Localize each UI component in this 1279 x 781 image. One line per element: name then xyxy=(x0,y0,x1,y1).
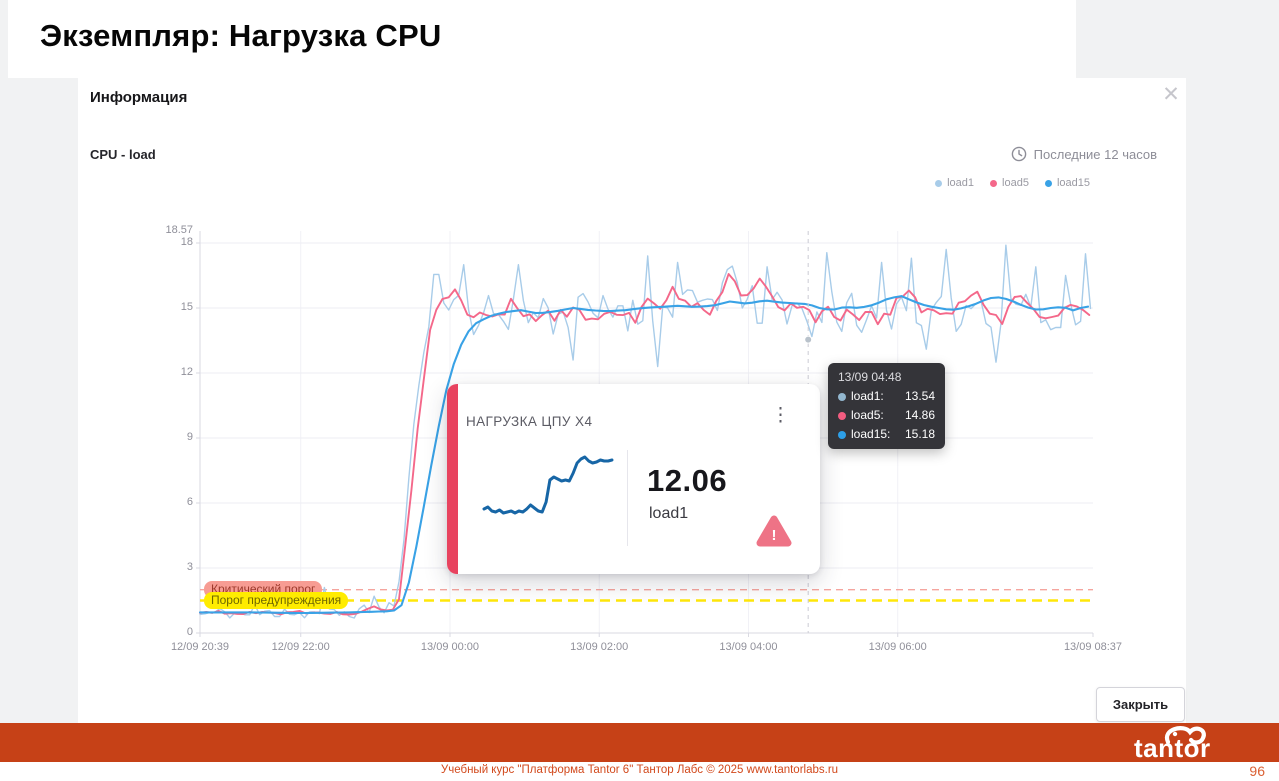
tooltip-row-load15: load15: 15.18 xyxy=(838,425,935,444)
warning-icon: ! xyxy=(756,515,792,547)
chart-tooltip: 13/09 04:48 load1: 13.54 load5: 14.86 lo… xyxy=(828,363,945,449)
tooltip-row-load1: load1: 13.54 xyxy=(838,387,935,406)
legend-label: load1 xyxy=(947,177,975,189)
card-alert-accent-bar xyxy=(447,384,458,574)
load15-color-dot xyxy=(1044,179,1052,187)
close-icon[interactable]: ✕ xyxy=(1162,83,1180,106)
slide-title-band: Экземпляр: Нагрузка CPU xyxy=(8,0,1076,78)
card-title: НАГРУЗКА ЦПУ Х4 xyxy=(466,414,593,429)
cpu-load-card: НАГРУЗКА ЦПУ Х4 ⋮ 12.06 load1 ! xyxy=(447,384,820,574)
clock-icon xyxy=(1011,146,1026,162)
close-dialog-button[interactable]: Закрыть xyxy=(1096,687,1185,722)
load5-color-dot xyxy=(990,179,998,187)
tooltip-row-load5: load5: 14.86 xyxy=(838,406,935,425)
time-range-label: Последние 12 часов xyxy=(1033,146,1157,162)
card-divider xyxy=(627,450,628,546)
slide-title: Экземпляр: Нагрузка CPU xyxy=(40,18,442,53)
card-metric-label: load1 xyxy=(649,505,689,522)
legend-label: load5 xyxy=(1002,177,1029,189)
kebab-menu-icon[interactable]: ⋮ xyxy=(771,405,790,426)
page-number: 96 xyxy=(1249,763,1265,779)
svg-text:!: ! xyxy=(772,527,777,544)
footer-credits: Учебный курс "Платформа Tantor 6" Тантор… xyxy=(440,764,839,776)
legend-label: load15 xyxy=(1056,177,1090,189)
load15-color-dot xyxy=(838,430,846,439)
brand-footer-bar: tantor xyxy=(0,723,1279,762)
card-value: 12.06 xyxy=(647,463,728,498)
dialog-title: Информация xyxy=(90,89,188,106)
tantor-logo: tantor xyxy=(1134,726,1211,762)
slide-footer: Учебный курс "Платформа Tantor 6" Тантор… xyxy=(0,762,1279,781)
card-sparkline xyxy=(482,455,614,515)
load1-color-dot xyxy=(935,179,943,187)
time-range-control[interactable]: Последние 12 часов xyxy=(1011,146,1157,162)
load5-color-dot xyxy=(838,411,846,420)
legend-item-load1[interactable]: load1 xyxy=(935,177,974,189)
legend-item-load15[interactable]: load15 xyxy=(1044,177,1090,189)
svg-text:tantor: tantor xyxy=(1134,733,1211,762)
tooltip-time: 13/09 04:48 xyxy=(838,370,902,384)
legend-item-load5[interactable]: load5 xyxy=(990,177,1029,189)
load1-color-dot xyxy=(838,392,846,401)
chart-legend: load1 load5 load15 xyxy=(935,177,1090,189)
chart-title: CPU - load xyxy=(90,147,156,162)
